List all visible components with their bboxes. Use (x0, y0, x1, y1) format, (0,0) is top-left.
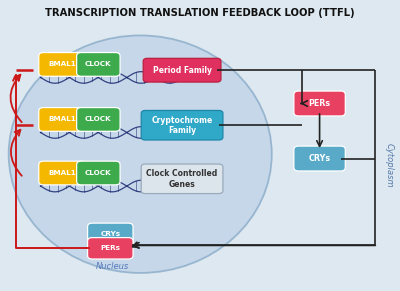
Text: Genes: Genes (169, 180, 196, 189)
FancyBboxPatch shape (294, 91, 345, 116)
Text: BMAL1: BMAL1 (49, 61, 76, 68)
Text: BMAL1: BMAL1 (49, 116, 76, 123)
Text: CRYs: CRYs (100, 231, 120, 237)
Text: Nucleus: Nucleus (96, 262, 129, 272)
Text: Family: Family (168, 126, 196, 135)
FancyBboxPatch shape (39, 53, 86, 76)
Ellipse shape (9, 36, 272, 273)
FancyBboxPatch shape (294, 146, 345, 171)
FancyBboxPatch shape (143, 58, 221, 82)
FancyBboxPatch shape (88, 223, 133, 244)
Text: Cryptochrome: Cryptochrome (152, 116, 213, 125)
Text: PERs: PERs (308, 99, 331, 108)
Text: CLOCK: CLOCK (85, 61, 112, 68)
FancyBboxPatch shape (141, 164, 223, 194)
Text: TRANSCRIPTION TRANSLATION FEEDBACK LOOP (TTFL): TRANSCRIPTION TRANSLATION FEEDBACK LOOP … (45, 8, 355, 18)
Text: Clock Controlled: Clock Controlled (146, 169, 218, 178)
Text: PERs: PERs (100, 245, 120, 251)
FancyBboxPatch shape (39, 108, 86, 131)
FancyBboxPatch shape (88, 237, 133, 259)
Text: BMAL1: BMAL1 (49, 170, 76, 176)
Text: Period Family: Period Family (152, 66, 212, 75)
Text: CLOCK: CLOCK (85, 170, 112, 176)
FancyBboxPatch shape (39, 161, 86, 185)
FancyBboxPatch shape (77, 108, 120, 131)
Text: Cytoplasm: Cytoplasm (385, 143, 394, 188)
Text: CLOCK: CLOCK (85, 116, 112, 123)
FancyBboxPatch shape (77, 53, 120, 76)
Text: CRYs: CRYs (308, 154, 331, 163)
FancyBboxPatch shape (141, 111, 223, 140)
FancyBboxPatch shape (77, 161, 120, 185)
